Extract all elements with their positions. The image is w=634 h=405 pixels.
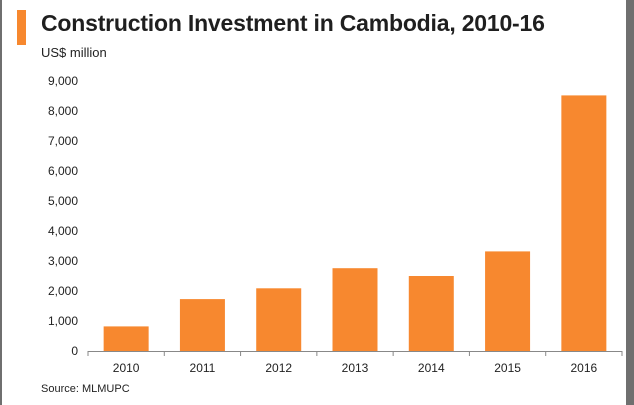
- x-tick-label: 2014: [418, 361, 445, 375]
- y-tick-label: 3,000: [48, 254, 78, 268]
- chart-title: Construction Investment in Cambodia, 201…: [41, 10, 545, 36]
- chart-subtitle: US$ million: [41, 45, 107, 60]
- y-tick-label: 1,000: [48, 314, 78, 328]
- x-tick-label: 2011: [190, 361, 216, 375]
- y-tick-label: 0: [71, 344, 78, 358]
- x-tick-label: 2016: [571, 361, 598, 375]
- title-accent-bar: [17, 10, 26, 45]
- y-tick-label: 5,000: [48, 194, 78, 208]
- left-frame-edge: [0, 0, 2, 405]
- x-tick-label: 2010: [113, 361, 140, 375]
- x-tick-label: 2013: [342, 361, 369, 375]
- bar: [179, 299, 225, 351]
- y-tick-label: 8,000: [48, 104, 78, 118]
- right-frame-edge: [626, 0, 634, 405]
- y-tick-label: 9,000: [48, 74, 78, 88]
- y-tick-label: 6,000: [48, 164, 78, 178]
- bar: [332, 268, 378, 351]
- bar: [561, 95, 607, 352]
- y-tick-label: 4,000: [48, 224, 78, 238]
- source-note: Source: MLMUPC: [41, 383, 130, 395]
- bar: [485, 251, 531, 351]
- x-tick-label: 2015: [494, 361, 521, 375]
- y-tick-label: 7,000: [48, 134, 78, 148]
- y-axis: 0 1,000 2,000 3,000 4,000 5,000 6,000 7,000 8,00…: [48, 74, 78, 358]
- x-tick-label: 2012: [265, 361, 292, 375]
- x-axis: 2010 2011 2012 2013 2014 2015 2016: [87, 351, 623, 375]
- bar: [408, 276, 454, 351]
- y-tick-label: 2,000: [48, 284, 78, 298]
- bar: [256, 288, 302, 351]
- bar: [103, 326, 149, 351]
- bars-group: [103, 95, 607, 352]
